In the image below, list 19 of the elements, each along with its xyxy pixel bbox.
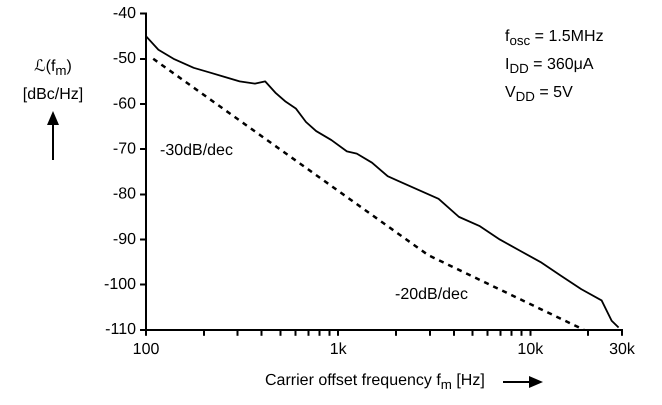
annotation: f$_{osc}$ = 1.5MHz: [505, 28, 604, 48]
y-tick-label: -80: [112, 186, 136, 203]
y-axis-title: ℒ(f$_{m}$) [dBc/Hz]: [22, 58, 84, 104]
annotation: I$_{DD}$ = 360μA: [505, 56, 594, 76]
y-tick-label: -70: [112, 140, 136, 158]
x-tick-label: 1k: [330, 340, 348, 358]
annotation: -20dB/dec: [395, 286, 468, 304]
x-tick-label: 100: [132, 340, 160, 358]
y-tick-label: -50: [112, 50, 136, 68]
x-tick-label: 30k: [609, 340, 636, 358]
y-tick-label: -40: [112, 5, 136, 22]
x-tick-label: 10k: [517, 340, 544, 358]
annotation: -30dB/dec: [160, 142, 233, 160]
x-axis-title: Carrier offset frequency f$_{m}$ [Hz]: [265, 372, 485, 392]
y-tick-label: -100: [104, 276, 136, 294]
y-tick-label: -110: [105, 321, 136, 338]
annotation: V$_{DD}$ = 5V: [505, 84, 573, 104]
y-tick-label: -60: [112, 95, 136, 112]
y-tick-label: -90: [112, 230, 136, 248]
